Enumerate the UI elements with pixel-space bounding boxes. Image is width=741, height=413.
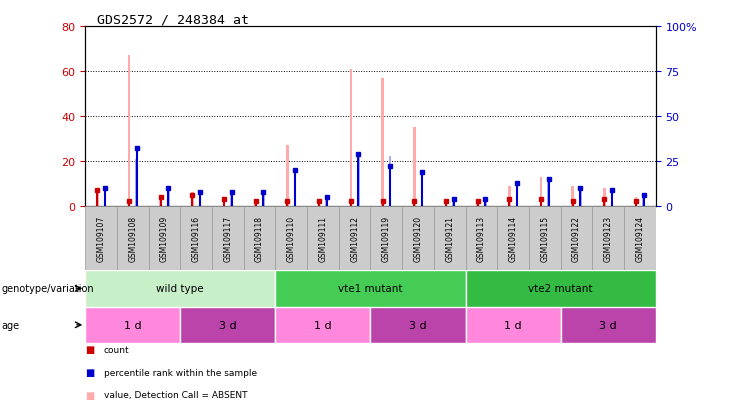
Text: GSM109117: GSM109117 xyxy=(223,216,233,261)
Bar xyxy=(421,172,423,206)
Bar xyxy=(96,188,99,206)
Bar xyxy=(276,206,307,271)
Text: GSM109115: GSM109115 xyxy=(540,216,549,261)
Bar xyxy=(402,206,434,271)
Bar xyxy=(350,69,352,206)
Bar xyxy=(212,206,244,271)
Text: 1 d: 1 d xyxy=(124,320,142,330)
Bar xyxy=(642,196,645,206)
Bar xyxy=(136,160,138,206)
Bar xyxy=(635,197,637,206)
Text: GSM109107: GSM109107 xyxy=(96,216,105,261)
Text: ■: ■ xyxy=(85,367,94,377)
Text: 3 d: 3 d xyxy=(409,320,427,330)
Bar xyxy=(624,206,656,271)
Bar xyxy=(357,154,359,206)
Text: GSM109111: GSM109111 xyxy=(319,216,328,261)
Bar xyxy=(85,206,117,271)
Bar xyxy=(318,200,320,206)
Text: ■: ■ xyxy=(85,344,94,354)
Bar xyxy=(254,200,257,206)
Text: GSM109109: GSM109109 xyxy=(160,216,169,261)
Bar xyxy=(167,187,170,206)
Text: 3 d: 3 d xyxy=(599,320,617,330)
Text: GSM109119: GSM109119 xyxy=(382,216,391,261)
Bar xyxy=(476,202,479,206)
Bar xyxy=(529,206,561,271)
Text: GSM109116: GSM109116 xyxy=(192,216,201,261)
Bar xyxy=(465,307,561,343)
Text: GSM109110: GSM109110 xyxy=(287,216,296,261)
Text: GSM109123: GSM109123 xyxy=(604,216,613,261)
Bar xyxy=(85,271,276,307)
Text: count: count xyxy=(104,345,130,354)
Bar xyxy=(262,192,265,206)
Text: GSM109113: GSM109113 xyxy=(477,216,486,261)
Text: 3 d: 3 d xyxy=(219,320,236,330)
Bar xyxy=(539,177,542,206)
Bar xyxy=(571,186,574,206)
Bar xyxy=(603,188,605,206)
Bar xyxy=(452,199,455,206)
Text: vte1 mutant: vte1 mutant xyxy=(338,284,403,294)
Text: GDS2572 / 248384_at: GDS2572 / 248384_at xyxy=(96,13,249,26)
Text: vte2 mutant: vte2 mutant xyxy=(528,284,593,294)
Bar xyxy=(465,206,497,271)
Text: GSM109118: GSM109118 xyxy=(255,216,264,261)
Bar xyxy=(85,307,180,343)
Bar xyxy=(199,192,202,206)
Bar xyxy=(191,193,193,206)
Bar xyxy=(276,307,370,343)
Text: 1 d: 1 d xyxy=(505,320,522,330)
Text: age: age xyxy=(1,320,19,330)
Bar xyxy=(117,206,149,271)
Bar xyxy=(276,271,465,307)
Bar xyxy=(307,206,339,271)
Bar xyxy=(497,206,529,271)
Bar xyxy=(465,271,656,307)
Bar xyxy=(159,195,162,206)
Bar xyxy=(434,206,465,271)
Bar xyxy=(389,156,391,206)
Bar xyxy=(180,206,212,271)
Bar xyxy=(561,307,656,343)
Bar xyxy=(149,206,180,271)
Bar xyxy=(611,190,614,206)
Bar xyxy=(339,206,370,271)
Text: GSM109112: GSM109112 xyxy=(350,216,359,261)
Bar xyxy=(230,192,233,206)
Bar xyxy=(508,186,511,206)
Bar xyxy=(286,146,289,206)
Bar xyxy=(127,56,130,206)
Bar xyxy=(579,188,582,206)
Text: ■: ■ xyxy=(85,390,94,400)
Bar xyxy=(293,197,296,206)
Text: GSM109121: GSM109121 xyxy=(445,216,454,261)
Bar xyxy=(382,78,384,206)
Bar xyxy=(413,128,416,206)
Bar xyxy=(445,202,448,206)
Text: GSM109124: GSM109124 xyxy=(636,216,645,261)
Text: percentile rank within the sample: percentile rank within the sample xyxy=(104,368,257,377)
Text: 1 d: 1 d xyxy=(314,320,332,330)
Text: genotype/variation: genotype/variation xyxy=(1,284,94,294)
Bar xyxy=(516,185,518,206)
Bar xyxy=(180,307,276,343)
Bar xyxy=(561,206,592,271)
Text: GSM109108: GSM109108 xyxy=(128,216,137,261)
Text: GSM109120: GSM109120 xyxy=(413,216,422,261)
Text: GSM109122: GSM109122 xyxy=(572,216,581,261)
Bar xyxy=(370,206,402,271)
Bar xyxy=(484,199,487,206)
Bar xyxy=(548,180,550,206)
Bar xyxy=(223,200,225,206)
Bar xyxy=(592,206,624,271)
Bar xyxy=(325,197,328,206)
Bar xyxy=(244,206,276,271)
Text: value, Detection Call = ABSENT: value, Detection Call = ABSENT xyxy=(104,390,247,399)
Text: GSM109114: GSM109114 xyxy=(508,216,518,261)
Text: wild type: wild type xyxy=(156,284,204,294)
Bar xyxy=(370,307,465,343)
Bar xyxy=(104,187,106,206)
